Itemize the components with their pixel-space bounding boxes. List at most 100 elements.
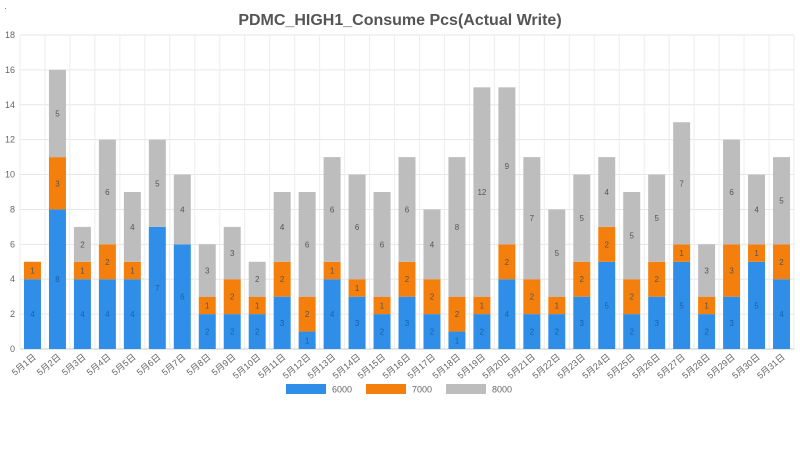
bar-segment-6000[interactable] [623,314,641,349]
bar-segment-6000[interactable] [548,314,566,349]
legend-item-7000[interactable]: 7000 [366,384,432,395]
bar-segment-8000[interactable] [673,122,691,245]
bar-segment-6000[interactable] [23,279,41,349]
bar-segment-8000[interactable] [698,244,716,297]
bar-segment-6000[interactable] [148,226,166,349]
bar-segment-8000[interactable] [248,261,266,297]
bar-segment-7000[interactable] [98,244,116,280]
bar-segment-8000[interactable] [723,139,741,245]
bar-segment-6000[interactable] [123,279,141,349]
bar-segment-6000[interactable] [348,296,366,349]
bar-segment-6000[interactable] [423,314,441,349]
bar-segment-8000[interactable] [573,174,591,262]
bar-segment-8000[interactable] [123,192,141,262]
bar-segment-8000[interactable] [148,139,166,227]
bar-segment-6000[interactable] [748,261,766,349]
bar-segment-6000[interactable] [98,279,116,349]
bar-segment-7000[interactable] [598,226,616,262]
bar-segment-7000[interactable] [348,279,366,297]
bar-segment-6000[interactable] [248,314,266,349]
bar-segment-7000[interactable] [523,279,541,315]
bar-segment-7000[interactable] [423,279,441,315]
data-label: 4 [280,223,285,232]
bar-segment-6000[interactable] [673,261,691,349]
bar-segment-7000[interactable] [548,296,566,315]
bar-segment-6000[interactable] [73,279,91,349]
bar-segment-8000[interactable] [748,174,766,245]
bar-segment-6000[interactable] [573,296,591,349]
bar-segment-6000[interactable] [173,244,191,349]
bar-segment-7000[interactable] [273,261,291,297]
bar-segment-8000[interactable] [348,174,366,280]
bar-segment-8000[interactable] [323,157,341,262]
bar-segment-6000[interactable] [773,279,791,349]
bar-segment-8000[interactable] [548,209,566,297]
bar-segment-6000[interactable] [698,314,716,349]
legend-item-6000[interactable]: 6000 [286,384,352,395]
bar-segment-7000[interactable] [248,296,266,315]
bar-segment-6000[interactable] [648,296,666,349]
bar-segment-7000[interactable] [673,244,691,262]
bar-segment-8000[interactable] [773,157,791,245]
bar-segment-8000[interactable] [598,157,616,227]
bar-segment-8000[interactable] [423,209,441,280]
bar-segment-7000[interactable] [473,296,491,315]
bar-segment-7000[interactable] [123,261,141,280]
bar-segment-8000[interactable] [198,244,216,297]
bar-segment-7000[interactable] [748,244,766,262]
bar-segment-7000[interactable] [498,244,516,280]
bar-segment-7000[interactable] [773,244,791,280]
bar-segment-6000[interactable] [598,261,616,349]
bar-segment-8000[interactable] [373,192,391,297]
bar-segment-7000[interactable] [73,261,91,280]
bar-segment-6000[interactable] [198,314,216,349]
bar-segment-8000[interactable] [523,157,541,280]
bar-segment-7000[interactable] [223,279,241,315]
bar-segment-6000[interactable] [223,314,241,349]
bar-segment-8000[interactable] [623,192,641,280]
bar-segment-8000[interactable] [273,192,291,262]
bar-segment-6000[interactable] [323,279,341,349]
bar-segment-8000[interactable] [173,174,191,245]
bar-segment-8000[interactable] [648,174,666,262]
bar-segment-6000[interactable] [398,296,416,349]
bar-segment-7000[interactable] [298,296,316,332]
bar-segment-6000[interactable] [298,331,316,349]
bar-segment-6000[interactable] [448,331,466,349]
bar-segment-6000[interactable] [473,314,491,349]
bar-segment-8000[interactable] [298,192,316,297]
bar-segment-6000[interactable] [723,296,741,349]
bar-segment-8000[interactable] [223,226,241,280]
bar-segment-7000[interactable] [323,261,341,280]
data-label: 2 [455,310,460,319]
bar-segment-7000[interactable] [573,261,591,297]
bar-segment-6000[interactable] [373,314,391,349]
data-label: 8 [455,223,460,232]
bar-segment-7000[interactable] [648,261,666,297]
data-label: 1 [679,249,684,258]
bar-segment-8000[interactable] [473,87,491,297]
bar-segment-6000[interactable] [273,296,291,349]
bar-segment-6000[interactable] [48,209,66,349]
bar-segment-7000[interactable] [398,261,416,297]
bar-segment-7000[interactable] [198,296,216,315]
legend[interactable]: 6000 7000 8000 [286,384,512,395]
bar-segment-7000[interactable] [23,261,41,280]
bar-segment-7000[interactable] [48,157,66,210]
bar-segment-6000[interactable] [523,314,541,349]
bar-segment-7000[interactable] [723,244,741,297]
bar-segment-8000[interactable] [498,87,516,245]
x-tick-label: 5月5日 [110,352,138,378]
bar-segment-8000[interactable] [98,139,116,245]
bar-segment-6000[interactable] [498,279,516,349]
bar-segment-8000[interactable] [73,226,91,262]
bar-segment-7000[interactable] [623,279,641,315]
bar-segment-8000[interactable] [398,157,416,262]
legend-item-8000[interactable]: 8000 [446,384,512,395]
bar-segment-7000[interactable] [373,296,391,315]
bar-segment-7000[interactable] [698,296,716,315]
bar-segment-8000[interactable] [48,69,66,158]
bar-segment-8000[interactable] [448,157,466,297]
bar-segment-7000[interactable] [448,296,466,332]
data-label: 4 [430,240,435,249]
